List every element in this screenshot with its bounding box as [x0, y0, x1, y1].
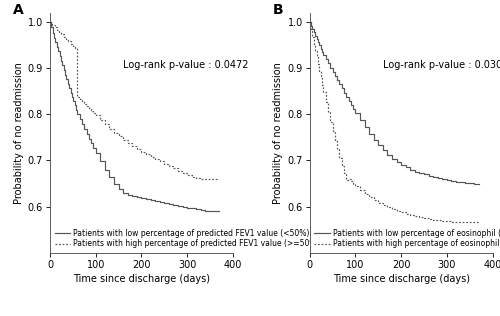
Text: Log-rank p-value : 0.0472: Log-rank p-value : 0.0472: [123, 60, 248, 70]
Legend: Patients with low percentage of eosinophil (<2%), Patients with high percentage : Patients with low percentage of eosinoph…: [311, 226, 500, 251]
Legend: Patients with low percentage of predicted FEV1 value (<50%), Patients with high : Patients with low percentage of predicte…: [52, 226, 322, 251]
Text: B: B: [273, 3, 283, 17]
Text: A: A: [14, 3, 24, 17]
Y-axis label: Probability of no readmission: Probability of no readmission: [273, 62, 283, 204]
X-axis label: Time since discharge (days): Time since discharge (days): [73, 274, 210, 284]
X-axis label: Time since discharge (days): Time since discharge (days): [332, 274, 469, 284]
Y-axis label: Probability of no readmission: Probability of no readmission: [14, 62, 24, 204]
Text: Log-rank p-value : 0.0308: Log-rank p-value : 0.0308: [383, 60, 500, 70]
